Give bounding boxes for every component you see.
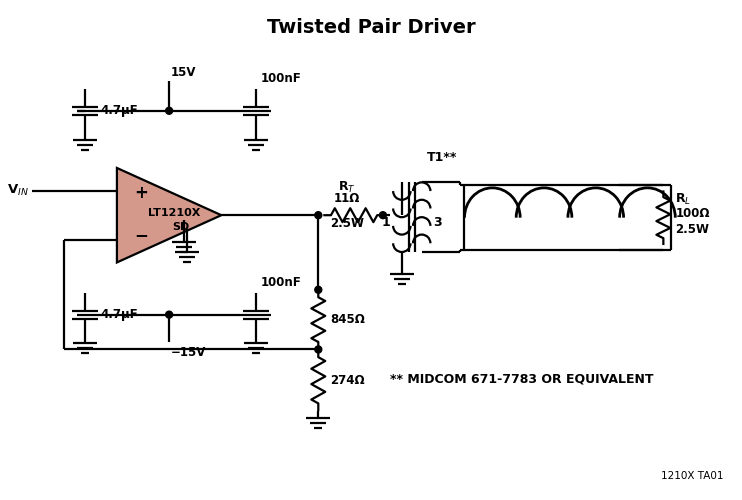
Text: 100nF: 100nF xyxy=(260,276,301,289)
Circle shape xyxy=(379,212,387,218)
Text: R$_T$: R$_T$ xyxy=(338,180,355,196)
Circle shape xyxy=(315,286,322,294)
Text: LT1210X: LT1210X xyxy=(148,208,200,218)
Text: −: − xyxy=(134,226,148,244)
Text: 4.7μF: 4.7μF xyxy=(100,104,138,118)
Text: 1210X TA01: 1210X TA01 xyxy=(660,470,723,480)
Text: +: + xyxy=(134,184,148,202)
Circle shape xyxy=(315,212,322,218)
Circle shape xyxy=(315,346,322,353)
Text: 2.5W: 2.5W xyxy=(329,217,364,230)
Text: Twisted Pair Driver: Twisted Pair Driver xyxy=(266,18,476,38)
Text: 100nF: 100nF xyxy=(260,72,301,85)
Text: 15V: 15V xyxy=(171,66,197,79)
Text: −15V: −15V xyxy=(171,346,206,360)
Text: 4.7μF: 4.7μF xyxy=(100,308,138,321)
Text: 3: 3 xyxy=(433,216,442,228)
Text: ** MIDCOM 671-7783 OR EQUIVALENT: ** MIDCOM 671-7783 OR EQUIVALENT xyxy=(390,373,654,386)
Text: 845Ω: 845Ω xyxy=(330,313,365,326)
Text: T1**: T1** xyxy=(427,152,457,164)
Text: 2.5W: 2.5W xyxy=(675,223,709,236)
Circle shape xyxy=(165,108,173,114)
Text: R$_L$: R$_L$ xyxy=(675,192,692,208)
Text: 274Ω: 274Ω xyxy=(330,374,365,387)
Circle shape xyxy=(165,311,173,318)
Polygon shape xyxy=(117,168,221,262)
Text: 11Ω: 11Ω xyxy=(333,192,360,205)
Text: 100Ω: 100Ω xyxy=(675,207,710,220)
Text: V$_{IN}$: V$_{IN}$ xyxy=(7,183,29,198)
Text: 1: 1 xyxy=(381,216,390,228)
Text: SD: SD xyxy=(172,222,190,232)
